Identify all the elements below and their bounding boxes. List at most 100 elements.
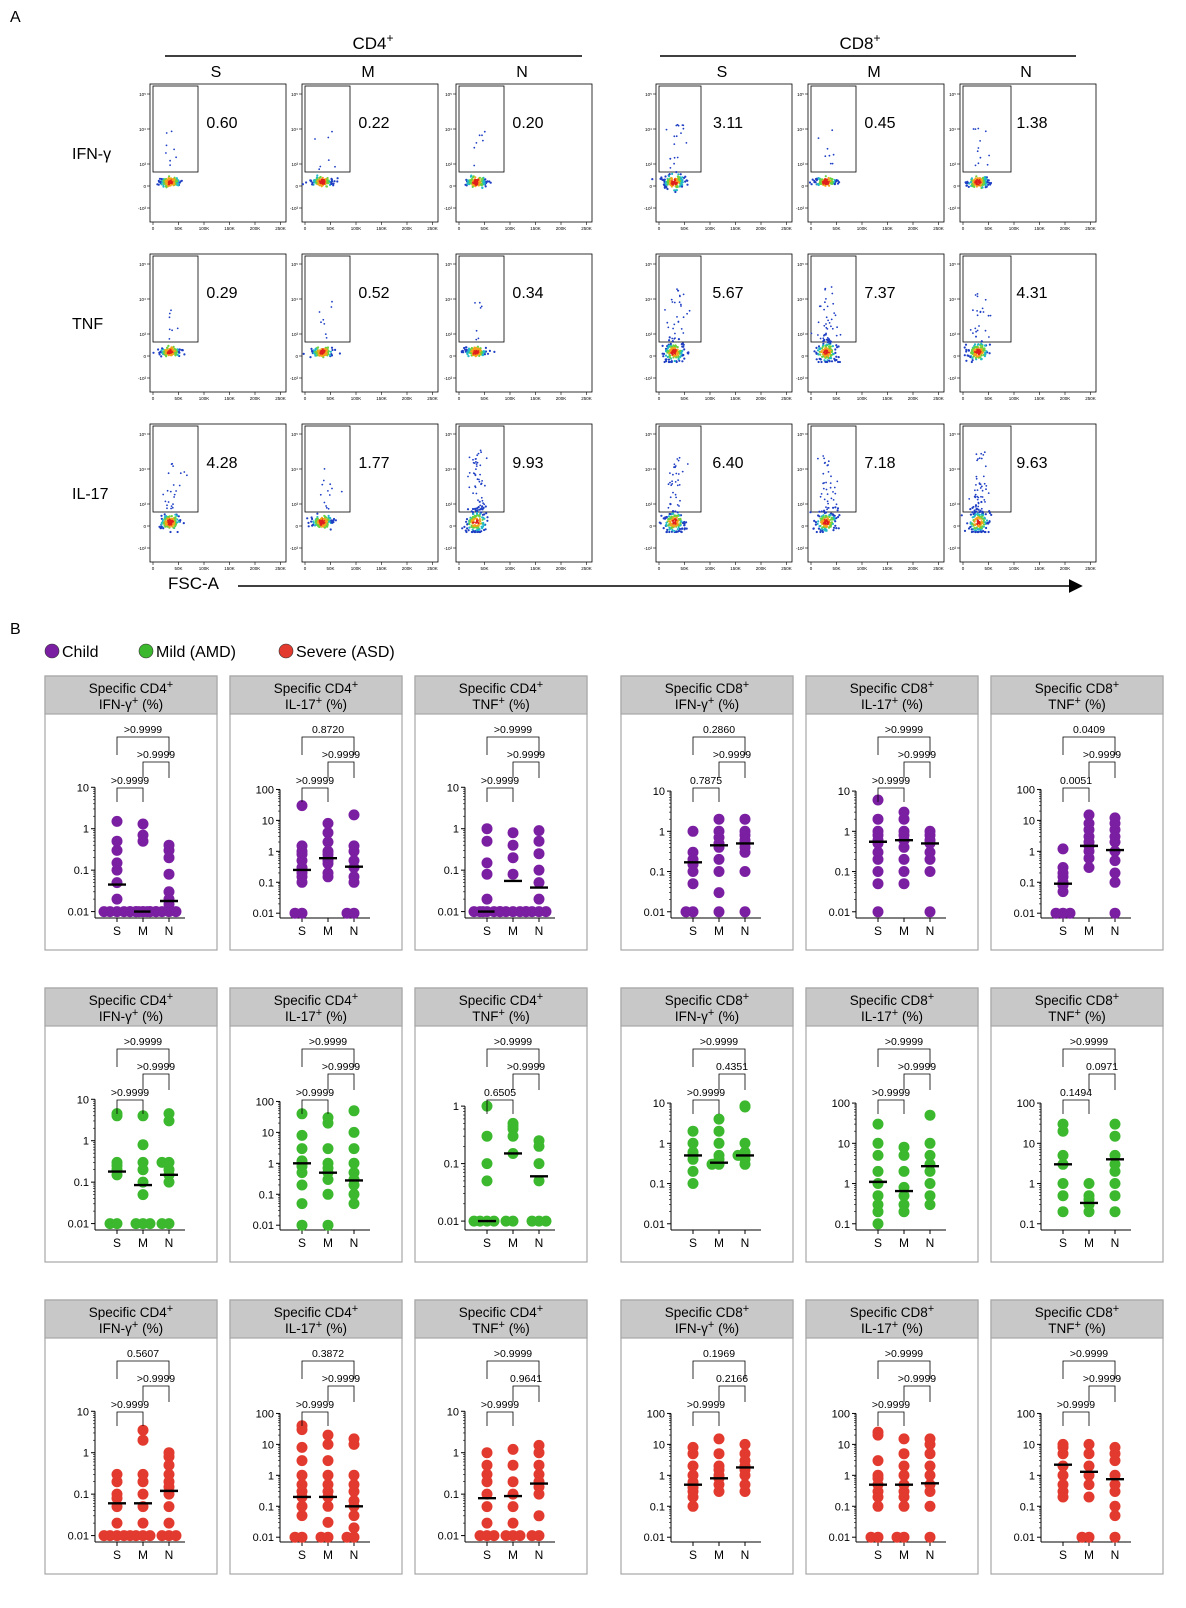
data-point — [296, 1479, 308, 1491]
gate-percentage: 9.63 — [1016, 455, 1047, 472]
y-tick-label: 0.1 — [74, 1489, 89, 1501]
flow-event — [673, 347, 677, 350]
bracket-m-n — [903, 761, 931, 778]
y-tick-label: 0 — [953, 524, 956, 529]
x-tick-label: 100K — [199, 226, 210, 231]
flow-event — [664, 309, 666, 311]
flow-event — [834, 351, 837, 354]
flow-event — [832, 302, 835, 305]
flow-event — [177, 515, 180, 518]
flow-event — [669, 356, 672, 359]
y-tick-label: 1 — [453, 1448, 459, 1460]
y-tick-label: 0 — [953, 354, 956, 359]
y-tick-label: 100 — [256, 784, 274, 796]
data-point — [713, 1448, 725, 1460]
gate-percentage: 6.40 — [712, 455, 743, 472]
flow-event — [674, 493, 677, 496]
data-point — [898, 1448, 910, 1460]
bracket-s-m — [877, 1099, 905, 1114]
panel-title-line1: Specific CD8+ — [1035, 1303, 1119, 1320]
y-tick-label: 0.1 — [74, 865, 89, 877]
flow-event — [684, 180, 687, 183]
flow-event — [835, 334, 838, 337]
x-tick-label: 200K — [1060, 226, 1071, 231]
flow-event — [161, 181, 164, 184]
y-tick-label: 10⁵ — [139, 432, 146, 437]
x-tick-label: 250K — [781, 566, 792, 571]
flow-event — [483, 353, 486, 356]
flow-event — [171, 506, 174, 509]
flow-event — [820, 350, 823, 353]
x-tick-label: 0 — [658, 566, 661, 571]
flow-event — [658, 521, 661, 524]
x-tick-label: 200K — [756, 566, 767, 571]
x-tick-label: 0 — [152, 566, 155, 571]
x-tick-label: 100K — [199, 396, 210, 401]
y-tick-label: 0 — [649, 184, 652, 189]
data-point — [296, 1155, 308, 1167]
flow-event — [162, 493, 165, 496]
flow-event — [975, 484, 977, 486]
data-point — [924, 1137, 936, 1149]
data-point — [739, 1100, 751, 1112]
p-value-s-n: 0.8720 — [312, 724, 344, 736]
data-point — [526, 1215, 538, 1227]
flow-event — [812, 527, 815, 530]
flow-event — [330, 346, 334, 349]
flow-event — [175, 490, 178, 492]
flow-event — [976, 177, 980, 180]
x-tick-label: 100K — [505, 396, 516, 401]
plot-frame — [455, 253, 593, 393]
flow-event — [474, 182, 477, 185]
flow-event — [169, 164, 172, 167]
panel-box — [229, 987, 403, 1263]
flow-event — [825, 326, 828, 329]
flow-event — [828, 515, 831, 519]
x-tick-label: 0 — [810, 226, 813, 231]
data-point — [739, 1448, 751, 1460]
data-point — [872, 1500, 884, 1512]
flow-event — [976, 355, 979, 358]
data-point — [296, 1129, 308, 1141]
x-tick-label: N — [741, 924, 750, 938]
flow-event — [165, 144, 168, 147]
flow-event — [678, 301, 681, 304]
data-point — [898, 806, 910, 818]
flow-event — [668, 512, 671, 516]
panel-box — [414, 987, 588, 1263]
flow-event — [671, 340, 674, 343]
flow-event — [815, 530, 818, 534]
flow-event — [830, 325, 832, 328]
x-tick-label: 100K — [857, 226, 868, 231]
gate-box — [810, 255, 857, 343]
flow-event — [668, 530, 671, 534]
flow-event — [475, 468, 477, 470]
x-tick-label: M — [138, 1548, 148, 1562]
flow-event — [176, 518, 179, 521]
flow-event — [672, 327, 674, 330]
flow-event — [681, 181, 684, 184]
flow-event — [832, 506, 835, 509]
flow-event — [819, 530, 822, 534]
y-tick-label: 0.01 — [829, 907, 850, 919]
panel-title-line1: Specific CD4+ — [274, 679, 358, 696]
flow-event — [837, 356, 840, 359]
column-label-m: M — [867, 64, 880, 81]
data-point — [898, 825, 910, 837]
x-tick-label: 50K — [984, 566, 992, 571]
x-tick-label: 50K — [680, 566, 688, 571]
flow-event — [324, 333, 327, 335]
x-tick-label: 200K — [1060, 396, 1071, 401]
p-value-s-m: >0.9999 — [481, 1399, 519, 1411]
flow-event — [330, 177, 333, 180]
flow-event — [976, 498, 979, 501]
data-point — [296, 800, 308, 812]
flow-event — [324, 523, 327, 526]
x-tick-label: 150K — [376, 396, 387, 401]
flow-event — [168, 338, 171, 340]
flow-event — [988, 154, 990, 157]
flow-event — [480, 507, 483, 509]
y-tick-label: 10⁴ — [291, 297, 298, 302]
